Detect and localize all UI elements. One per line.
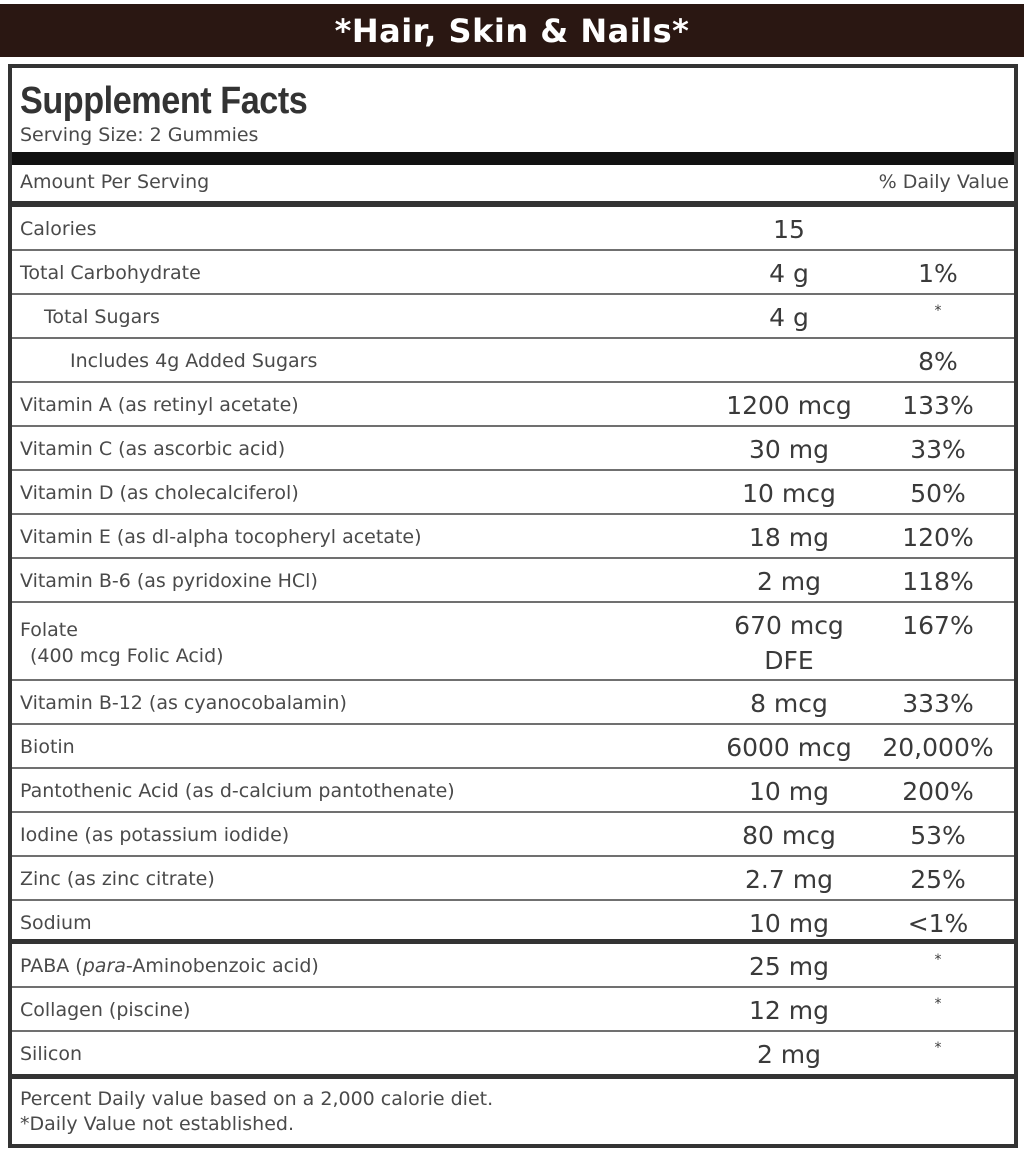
table-row: Vitamin B-6 (as pyridoxine HCl) 2 mg 118…: [12, 559, 1014, 603]
nutrient-amount: 10 mcg: [742, 479, 836, 508]
table-row: Includes 4g Added Sugars 8%: [12, 339, 1014, 383]
nutrient-dv: 133%: [902, 391, 974, 420]
nutrient-name: Vitamin A (as retinyl acetate): [20, 394, 299, 416]
section-divider: [12, 1074, 1014, 1079]
nutrient-dv: 167%: [902, 611, 974, 640]
ingredient-amount: 2 mg: [756, 1040, 822, 1069]
nutrient-amount: 4 g: [769, 259, 809, 288]
table-row: Iodine (as potassium iodide) 80 mcg 53%: [12, 813, 1014, 857]
nutrient-name: Vitamin E (as dl-alpha tocopheryl acetat…: [20, 526, 422, 548]
table-row: Silicon 2 mg *: [12, 1032, 1014, 1074]
supplement-facts-panel: Supplement Facts Serving Size: 2 Gummies…: [8, 64, 1018, 1148]
nutrient-amount: 80 mcg: [742, 821, 836, 850]
nutrient-name: Vitamin B-6 (as pyridoxine HCl): [20, 570, 318, 592]
nutrient-amount: 6000 mcg: [726, 733, 852, 762]
nutrient-dv: <1%: [907, 909, 969, 938]
nutrient-name: Sodium: [20, 912, 92, 934]
table-row: Calories 15: [12, 207, 1014, 251]
daily-value-header: % Daily Value: [878, 171, 1009, 193]
nutrient-name: Total Carbohydrate: [20, 262, 201, 284]
table-row: Vitamin C (as ascorbic acid) 30 mg 33%: [12, 427, 1014, 471]
nutrient-amount: 18 mg: [749, 523, 829, 552]
nutrient-name: Vitamin D (as cholecalciferol): [20, 482, 299, 504]
section-divider: [12, 939, 1014, 944]
ingredient-amount: 12 mg: [749, 996, 829, 1025]
nutrient-name: Calories: [20, 218, 97, 240]
nutrient-dv: 33%: [910, 435, 966, 464]
nutrient-amount: 10 mg: [749, 909, 829, 938]
table-row: Vitamin D (as cholecalciferol) 10 mcg 50…: [12, 471, 1014, 515]
nutrient-name: Vitamin B-12 (as cyanocobalamin): [20, 692, 347, 714]
table-row: PABA (para-Aminobenzoic acid) 25 mg *: [12, 944, 1014, 988]
nutrient-subname: (400 mcg Folic Acid): [30, 645, 224, 667]
nutrient-dv: *: [934, 303, 942, 319]
nutrient-dv: 1%: [918, 259, 958, 288]
product-banner: *Hair, Skin & Nails*: [0, 4, 1024, 57]
serving-size: Serving Size: 2 Gummies: [20, 124, 259, 146]
column-header: Amount Per Serving % Daily Value: [12, 165, 1014, 201]
ingredient-amount: 25 mg: [749, 952, 829, 981]
ingredient-dv: *: [934, 952, 942, 968]
table-row: Total Carbohydrate 4 g 1%: [12, 251, 1014, 295]
label-title: Supplement Facts: [20, 80, 308, 122]
nutrient-amount: 670 mcg: [734, 611, 844, 640]
table-row: Vitamin A (as retinyl acetate) 1200 mcg …: [12, 383, 1014, 427]
table-row: Pantothenic Acid (as d-calcium pantothen…: [12, 769, 1014, 813]
table-row: Total Sugars 4 g *: [12, 295, 1014, 339]
nutrient-list: Calories 15 Total Carbohydrate 4 g 1% To…: [12, 207, 1014, 943]
nutrient-name: Biotin: [20, 736, 75, 758]
ingredient-name: Collagen (piscine): [20, 999, 191, 1021]
table-row: Biotin 6000 mcg 20,000%: [12, 725, 1014, 769]
nutrient-name: Zinc (as zinc citrate): [20, 868, 215, 890]
nutrient-amount: 30 mg: [749, 435, 829, 464]
footnotes: Percent Daily value based on a 2,000 cal…: [20, 1087, 493, 1137]
other-ingredients-list: PABA (para-Aminobenzoic acid) 25 mg * Co…: [12, 944, 1014, 1074]
nutrient-amount: 8 mcg: [750, 689, 828, 718]
nutrient-dv: 20,000%: [882, 733, 994, 762]
ingredient-name: PABA (para-Aminobenzoic acid): [20, 955, 319, 977]
table-row: Vitamin E (as dl-alpha tocopheryl acetat…: [12, 515, 1014, 559]
nutrient-name: Pantothenic Acid (as d-calcium pantothen…: [20, 780, 455, 802]
nutrient-amount-unit: DFE: [764, 646, 814, 675]
nutrient-name: Total Sugars: [44, 306, 160, 328]
nutrient-amount: 2 mg: [756, 567, 822, 596]
nutrient-name: Vitamin C (as ascorbic acid): [20, 438, 286, 460]
nutrient-amount: 4 g: [769, 303, 809, 332]
ingredient-name: Silicon: [20, 1043, 83, 1065]
nutrient-dv: 200%: [902, 777, 974, 806]
nutrient-amount: 1200 mcg: [726, 391, 852, 420]
table-row: Collagen (piscine) 12 mg *: [12, 988, 1014, 1032]
nutrient-dv: 53%: [910, 821, 966, 850]
nutrient-dv: 50%: [910, 479, 966, 508]
medium-divider: [12, 201, 1014, 207]
ingredient-dv: *: [934, 996, 942, 1012]
table-row: Zinc (as zinc citrate) 2.7 mg 25%: [12, 857, 1014, 901]
footnote-not-established: *Daily Value not established.: [20, 1113, 295, 1135]
footnote-daily-value: Percent Daily value based on a 2,000 cal…: [20, 1088, 494, 1110]
table-row: Vitamin B-12 (as cyanocobalamin) 8 mcg 3…: [12, 681, 1014, 725]
nutrient-dv: 120%: [902, 523, 974, 552]
nutrient-amount: 15: [773, 215, 805, 244]
nutrient-name: Folate: [20, 619, 78, 641]
nutrient-name: Includes 4g Added Sugars: [70, 350, 318, 372]
table-row: Sodium 10 mg <1%: [12, 901, 1014, 943]
nutrient-dv: 118%: [902, 567, 974, 596]
nutrient-dv: 333%: [902, 689, 974, 718]
ingredient-dv: *: [934, 1040, 942, 1056]
nutrient-amount: 2.7 mg: [745, 865, 833, 894]
nutrient-amount: 10 mg: [749, 777, 829, 806]
thick-divider: [12, 152, 1014, 165]
nutrient-dv: 8%: [918, 347, 958, 376]
table-row: Folate (400 mcg Folic Acid) 670 mcg DFE …: [12, 603, 1014, 681]
banner-title: *Hair, Skin & Nails*: [334, 11, 690, 50]
nutrient-name: Iodine (as potassium iodide): [20, 824, 290, 846]
nutrient-dv: 25%: [910, 865, 966, 894]
amount-per-serving-header: Amount Per Serving: [20, 171, 210, 193]
